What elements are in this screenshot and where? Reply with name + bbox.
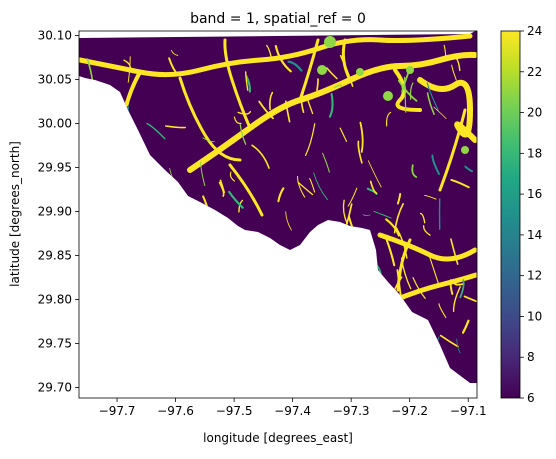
colorbar-tick-label: 18 — [527, 146, 542, 160]
y-tick-label: 29.75 — [38, 336, 72, 350]
y-tick-label: 29.95 — [38, 160, 72, 174]
y-tick-label: 29.90 — [38, 204, 72, 218]
x-tick-label: −97.6 — [157, 404, 194, 418]
stream-patch — [317, 65, 327, 75]
x-tick-label: −97.2 — [391, 404, 428, 418]
colorbar-tick-label: 20 — [527, 106, 542, 120]
y-axis-label: latitude [degrees_north] — [8, 141, 22, 287]
stream-patch — [406, 66, 414, 74]
y-tick-label: 30.05 — [38, 72, 72, 86]
stream-patch — [461, 146, 469, 154]
chart-title: band = 1, spatial_ref = 0 — [190, 11, 366, 27]
colorbar-tick-label: 14 — [527, 228, 542, 242]
colorbar: 6 8 10 12 14 16 18 20 22 24 — [501, 24, 542, 405]
stream-patch — [324, 36, 336, 48]
colorbar-tick-label: 10 — [527, 309, 542, 323]
x-tick-label: −97.7 — [99, 404, 136, 418]
x-tick-label: −97.3 — [333, 404, 370, 418]
y-tick-label: 29.85 — [38, 248, 72, 262]
colorbar-tick-label: 24 — [527, 24, 542, 38]
x-tick-label: −97.1 — [450, 404, 487, 418]
y-tick-label: 30.00 — [38, 116, 72, 130]
colorbar-tick-label: 6 — [527, 391, 535, 405]
plot-area — [79, 30, 486, 400]
colorbar-tick-label: 12 — [527, 269, 542, 283]
stream-patch — [356, 68, 364, 76]
x-axis: −97.7 −97.6 −97.5 −97.4 −97.3 −97.2 −97.1 — [99, 398, 487, 418]
x-tick-label: −97.5 — [216, 404, 253, 418]
y-tick-label: 30.10 — [38, 28, 72, 42]
colorbar-tick-label: 22 — [527, 65, 542, 79]
y-tick-label: 29.80 — [38, 292, 72, 306]
x-axis-label: longitude [degrees_east] — [203, 431, 353, 445]
colorbar-gradient — [501, 31, 520, 398]
y-tick-label: 29.70 — [38, 380, 72, 394]
stream-patch — [383, 91, 393, 101]
colorbar-tick-label: 16 — [527, 187, 542, 201]
y-axis: 30.10 30.05 30.00 29.95 29.90 29.85 29.80 29.75… — [38, 28, 79, 394]
colorbar-tick-label: 8 — [527, 350, 535, 364]
x-tick-label: −97.4 — [274, 404, 311, 418]
colorbar-ticks: 6 8 10 12 14 16 18 20 22 24 — [520, 24, 542, 405]
